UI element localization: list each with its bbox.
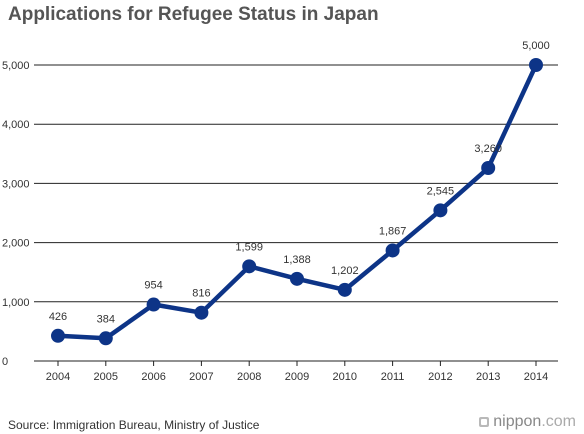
data-label: 954 <box>144 280 162 292</box>
y-tick-label: 1,000 <box>2 297 30 309</box>
data-point <box>337 282 352 297</box>
data-point <box>98 331 113 346</box>
data-label: 816 <box>192 288 210 300</box>
data-label: 5,000 <box>522 40 550 52</box>
x-tick-label: 2005 <box>94 371 118 383</box>
data-label: 2,545 <box>427 185 455 197</box>
data-point <box>529 58 543 72</box>
data-point <box>242 259 257 274</box>
brand-logo: nippon.com <box>479 413 576 431</box>
x-tick-label: 2012 <box>428 371 452 383</box>
data-label: 384 <box>97 313 115 325</box>
data-label: 1,599 <box>235 241 263 253</box>
series-line <box>55 62 539 341</box>
brand-tld: .com <box>541 413 576 430</box>
data-label: 1,202 <box>331 265 359 277</box>
data-point <box>51 328 65 343</box>
data-point <box>194 305 209 320</box>
data-point <box>433 203 448 218</box>
y-tick-label: 2,000 <box>2 238 30 250</box>
x-tick-label: 2014 <box>524 371 548 383</box>
data-label: 1,867 <box>379 225 407 237</box>
source-note: Source: Immigration Bureau, Ministry of … <box>8 418 260 432</box>
x-tick-label: 2007 <box>189 371 213 383</box>
brand-name: nippon <box>493 413 542 430</box>
x-tick-label: 2010 <box>333 371 357 383</box>
y-tick-label: 4,000 <box>2 119 30 131</box>
data-label: 426 <box>49 311 67 323</box>
x-tick-label: 2009 <box>285 371 309 383</box>
y-tick-label: 3,000 <box>2 178 30 190</box>
y-tick-label: 5,000 <box>2 60 30 72</box>
y-tick-label: 0 <box>2 356 8 368</box>
x-tick-label: 2006 <box>141 371 165 383</box>
data-point <box>385 243 400 258</box>
chart-title: Applications for Refugee Status in Japan <box>8 4 379 25</box>
brand-mark-icon <box>479 417 490 427</box>
x-tick-label: 2011 <box>381 371 405 383</box>
data-point <box>146 297 161 312</box>
data-point <box>481 161 496 176</box>
x-tick-label: 2004 <box>46 371 70 383</box>
data-point <box>290 271 304 286</box>
x-tick-label: 2013 <box>476 371 500 383</box>
x-tick-label: 2008 <box>237 371 261 383</box>
data-label: 3,260 <box>474 143 502 155</box>
data-label: 1,388 <box>283 254 311 266</box>
